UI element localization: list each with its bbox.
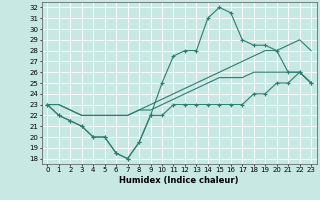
X-axis label: Humidex (Indice chaleur): Humidex (Indice chaleur) [119,176,239,185]
